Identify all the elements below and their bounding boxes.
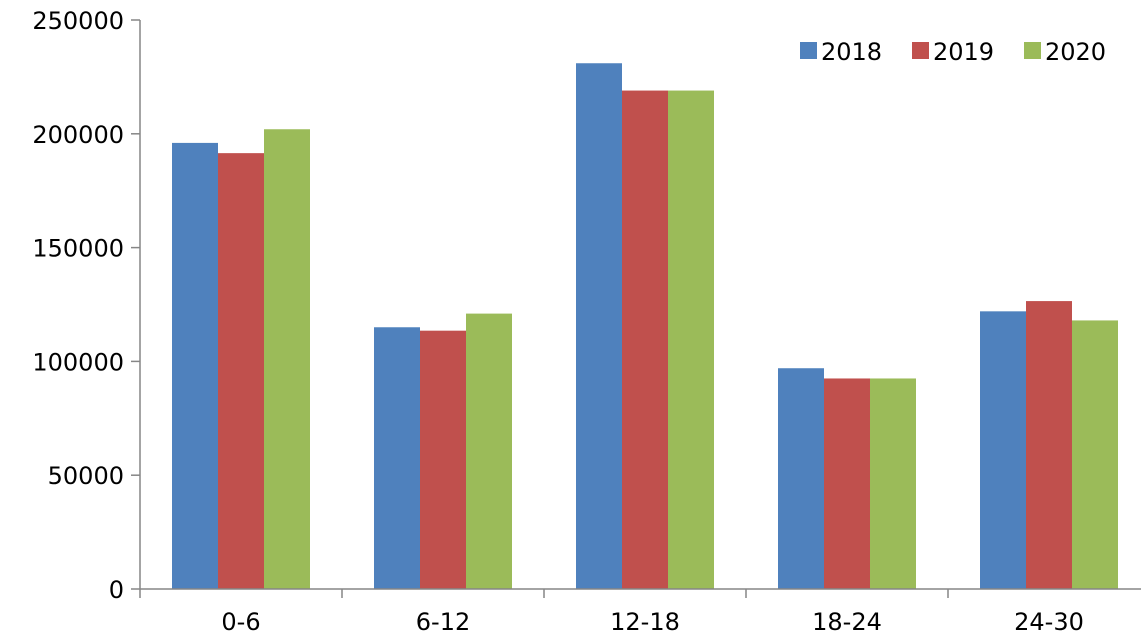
bar-2019-12-18 — [622, 90, 668, 589]
bar-2020-24-30 — [1072, 320, 1118, 589]
axes-layer: 0 50000 100000 150000 200000 250000 0-6 6-12 12-… — [32, 7, 1141, 636]
y-tick-label: 50000 — [48, 462, 124, 490]
legend-swatch-2019 — [912, 42, 929, 59]
bar-2018-18-24 — [778, 368, 824, 589]
bar-2019-18-24 — [824, 378, 870, 589]
bars-layer — [172, 63, 1118, 590]
bar-2018-12-18 — [576, 63, 622, 589]
x-tick-label: 12-18 — [610, 608, 680, 636]
bar-2018-0-6 — [172, 142, 218, 590]
bar-2020-12-18 — [668, 90, 714, 589]
legend-label-2019: 2019 — [933, 38, 994, 66]
y-tick-label: 200000 — [32, 121, 124, 149]
x-tick-label: 24-30 — [1014, 608, 1084, 636]
legend-swatch-2020 — [1024, 42, 1041, 59]
x-tick-label: 18-24 — [812, 608, 882, 636]
bar-2019-0-6 — [218, 153, 264, 589]
y-tick-label: 0 — [109, 576, 124, 604]
bar-2020-18-24 — [870, 378, 916, 589]
y-tick-label: 250000 — [32, 7, 124, 35]
legend-swatch-2018 — [800, 42, 817, 59]
y-tick-label: 150000 — [32, 235, 124, 263]
x-tick-label: 6-12 — [416, 608, 470, 636]
bar-2019-6-12 — [420, 330, 466, 589]
bar-2019-24-30 — [1026, 301, 1072, 589]
legend-label-2020: 2020 — [1045, 38, 1106, 66]
bar-2018-6-12 — [374, 327, 420, 589]
x-tick-label: 0-6 — [221, 608, 260, 636]
bar-2018-24-30 — [980, 311, 1026, 589]
legend-label-2018: 2018 — [821, 38, 882, 66]
bar-2020-0-6 — [264, 129, 310, 590]
legend: 2018 2019 2020 — [800, 38, 1106, 66]
bar-2020-6-12 — [466, 313, 512, 589]
y-tick-label: 100000 — [32, 348, 124, 376]
